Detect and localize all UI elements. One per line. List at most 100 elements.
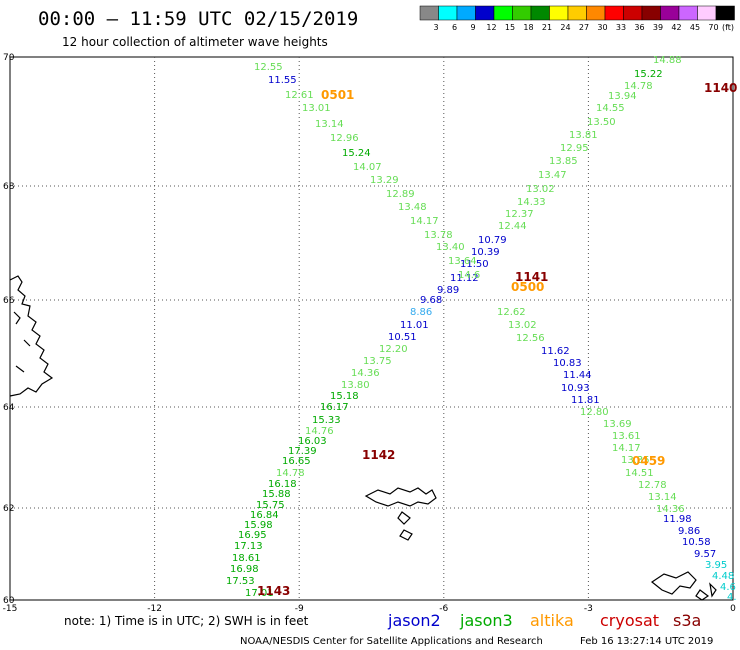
swh-value: 8.86	[410, 307, 432, 318]
lat-lon-grid	[10, 57, 733, 600]
legend-swatch	[623, 5, 643, 21]
y-tick-label: 66	[3, 296, 15, 306]
legend-bin-label: 3	[433, 23, 438, 32]
legend-unit: (ft)	[722, 23, 734, 32]
swh-value: 16.17	[320, 402, 349, 413]
swh-value: 12.61	[285, 90, 314, 101]
iceland-coastline	[9, 275, 54, 397]
swh-value: 11.55	[268, 75, 297, 86]
swh-value: 15.24	[342, 148, 371, 159]
legend-bin-label: 12	[486, 23, 496, 32]
swh-value: 13.29	[370, 175, 399, 186]
swh-value: 13.69	[603, 419, 632, 430]
swh-value: 12.37	[505, 209, 534, 220]
swh-value: 15.33	[312, 415, 341, 426]
satellite-jason2: jason2	[387, 611, 441, 630]
swh-value: 10.39	[471, 247, 500, 258]
swh-value: 16.65	[282, 456, 311, 467]
legend-swatch	[586, 5, 606, 21]
swh-value: 12.55	[254, 62, 283, 73]
satellite-legend: jason2 jason3 altika cryosat s3a	[387, 611, 701, 630]
swh-value: 16.03	[298, 436, 327, 447]
swh-value: 17.53	[226, 576, 255, 587]
swh-value: 14.36	[656, 504, 685, 515]
x-tick-label: -9	[295, 604, 304, 614]
legend-bin-label: 24	[560, 23, 570, 32]
swh-value: 14.55	[596, 103, 625, 114]
legend-bin-label: 36	[634, 23, 644, 32]
x-tick-label: 0	[730, 604, 736, 614]
swh-value: 13.81	[569, 130, 598, 141]
swh-value: 12.95	[560, 143, 589, 154]
legend-swatch	[419, 5, 439, 21]
swh-value: 10.93	[561, 383, 590, 394]
legend-swatch	[549, 5, 569, 21]
legend-bin-label: 70	[708, 23, 718, 32]
swh-value: 15.75	[256, 500, 285, 511]
legend-bin-label: 9	[470, 23, 475, 32]
legend-bin-label: 30	[597, 23, 607, 32]
swh-value: 10.58	[682, 537, 711, 548]
pass-time-label: 0459	[632, 454, 665, 468]
map-title: 00:00 – 11:59 UTC 02/15/2019	[38, 8, 358, 30]
legend-bin-label: 21	[542, 23, 552, 32]
pass-time-label: 0501	[321, 88, 354, 102]
swh-value: 15.88	[262, 489, 291, 500]
legend-swatch	[567, 5, 587, 21]
swh-value: 9.57	[694, 549, 716, 560]
swh-value: 13.50	[587, 117, 616, 128]
x-tick-label: -15	[3, 604, 18, 614]
legend-swatch	[438, 5, 458, 21]
swh-value: 13.61	[612, 431, 641, 442]
legend-swatch	[512, 5, 532, 21]
swh-value: 15.98	[244, 520, 273, 531]
y-tick-label: 60	[3, 596, 15, 606]
swh-value: 11.62	[541, 346, 570, 357]
swh-value: 4.48	[712, 571, 734, 582]
swh-value: 14.6	[458, 270, 480, 281]
swh-value: 10.79	[478, 235, 507, 246]
swh-value: 14.17	[612, 443, 641, 454]
axis-tick-labels: -15 -12 -9 -6 -3 0 70 68 66 64 62 60	[3, 53, 736, 614]
legend-swatch	[493, 5, 513, 21]
swh-value: 14.78	[276, 468, 305, 479]
swh-value: 10.83	[553, 358, 582, 369]
swh-value: 13.01	[302, 103, 331, 114]
swh-value: 16.18	[268, 479, 297, 490]
swh-value: 13.35	[621, 455, 650, 466]
swh-value: 14.36	[351, 368, 380, 379]
swh-value: 13.14	[315, 119, 344, 130]
swh-value: 14.88	[653, 55, 682, 66]
map-subtitle: 12 hour collection of altimeter wave hei…	[62, 35, 328, 49]
swh-value: 13.02	[508, 320, 537, 331]
pass-time-label: 1140	[704, 81, 737, 95]
legend-bin-label: 45	[690, 23, 700, 32]
legend-bin-label: 33	[616, 23, 626, 32]
x-tick-label: -6	[439, 604, 448, 614]
swh-value: 13.40	[436, 242, 465, 253]
swh-value: 12.44	[498, 221, 527, 232]
swh-value: 12.78	[638, 480, 667, 491]
legend-bin-label: 27	[579, 23, 589, 32]
swh-value: 9.86	[678, 526, 700, 537]
swh-value: 4.	[727, 592, 737, 603]
y-tick-label: 68	[3, 182, 15, 192]
swh-value: 15.22	[634, 69, 663, 80]
swh-value: 13.47	[538, 170, 567, 181]
swh-value: 11.44	[563, 370, 592, 381]
swh-value: 14.07	[353, 162, 382, 173]
legend-bin-label: 18	[523, 23, 533, 32]
swh-value: 13.94	[608, 91, 637, 102]
swh-value: 14.33	[517, 197, 546, 208]
map-frame	[9, 56, 734, 601]
swh-value: 12.62	[497, 307, 526, 318]
swh-value: 12.96	[330, 133, 359, 144]
pass-time-label: 1142	[362, 448, 395, 462]
legend-swatch	[475, 5, 495, 21]
swh-value: 13.02	[526, 184, 555, 195]
legend-swatch	[697, 5, 717, 21]
swh-value: 16.95	[238, 530, 267, 541]
footer-note: note: 1) Time is in UTC; 2) SWH is in fe…	[64, 614, 309, 628]
swh-value: 14.76	[305, 426, 334, 437]
